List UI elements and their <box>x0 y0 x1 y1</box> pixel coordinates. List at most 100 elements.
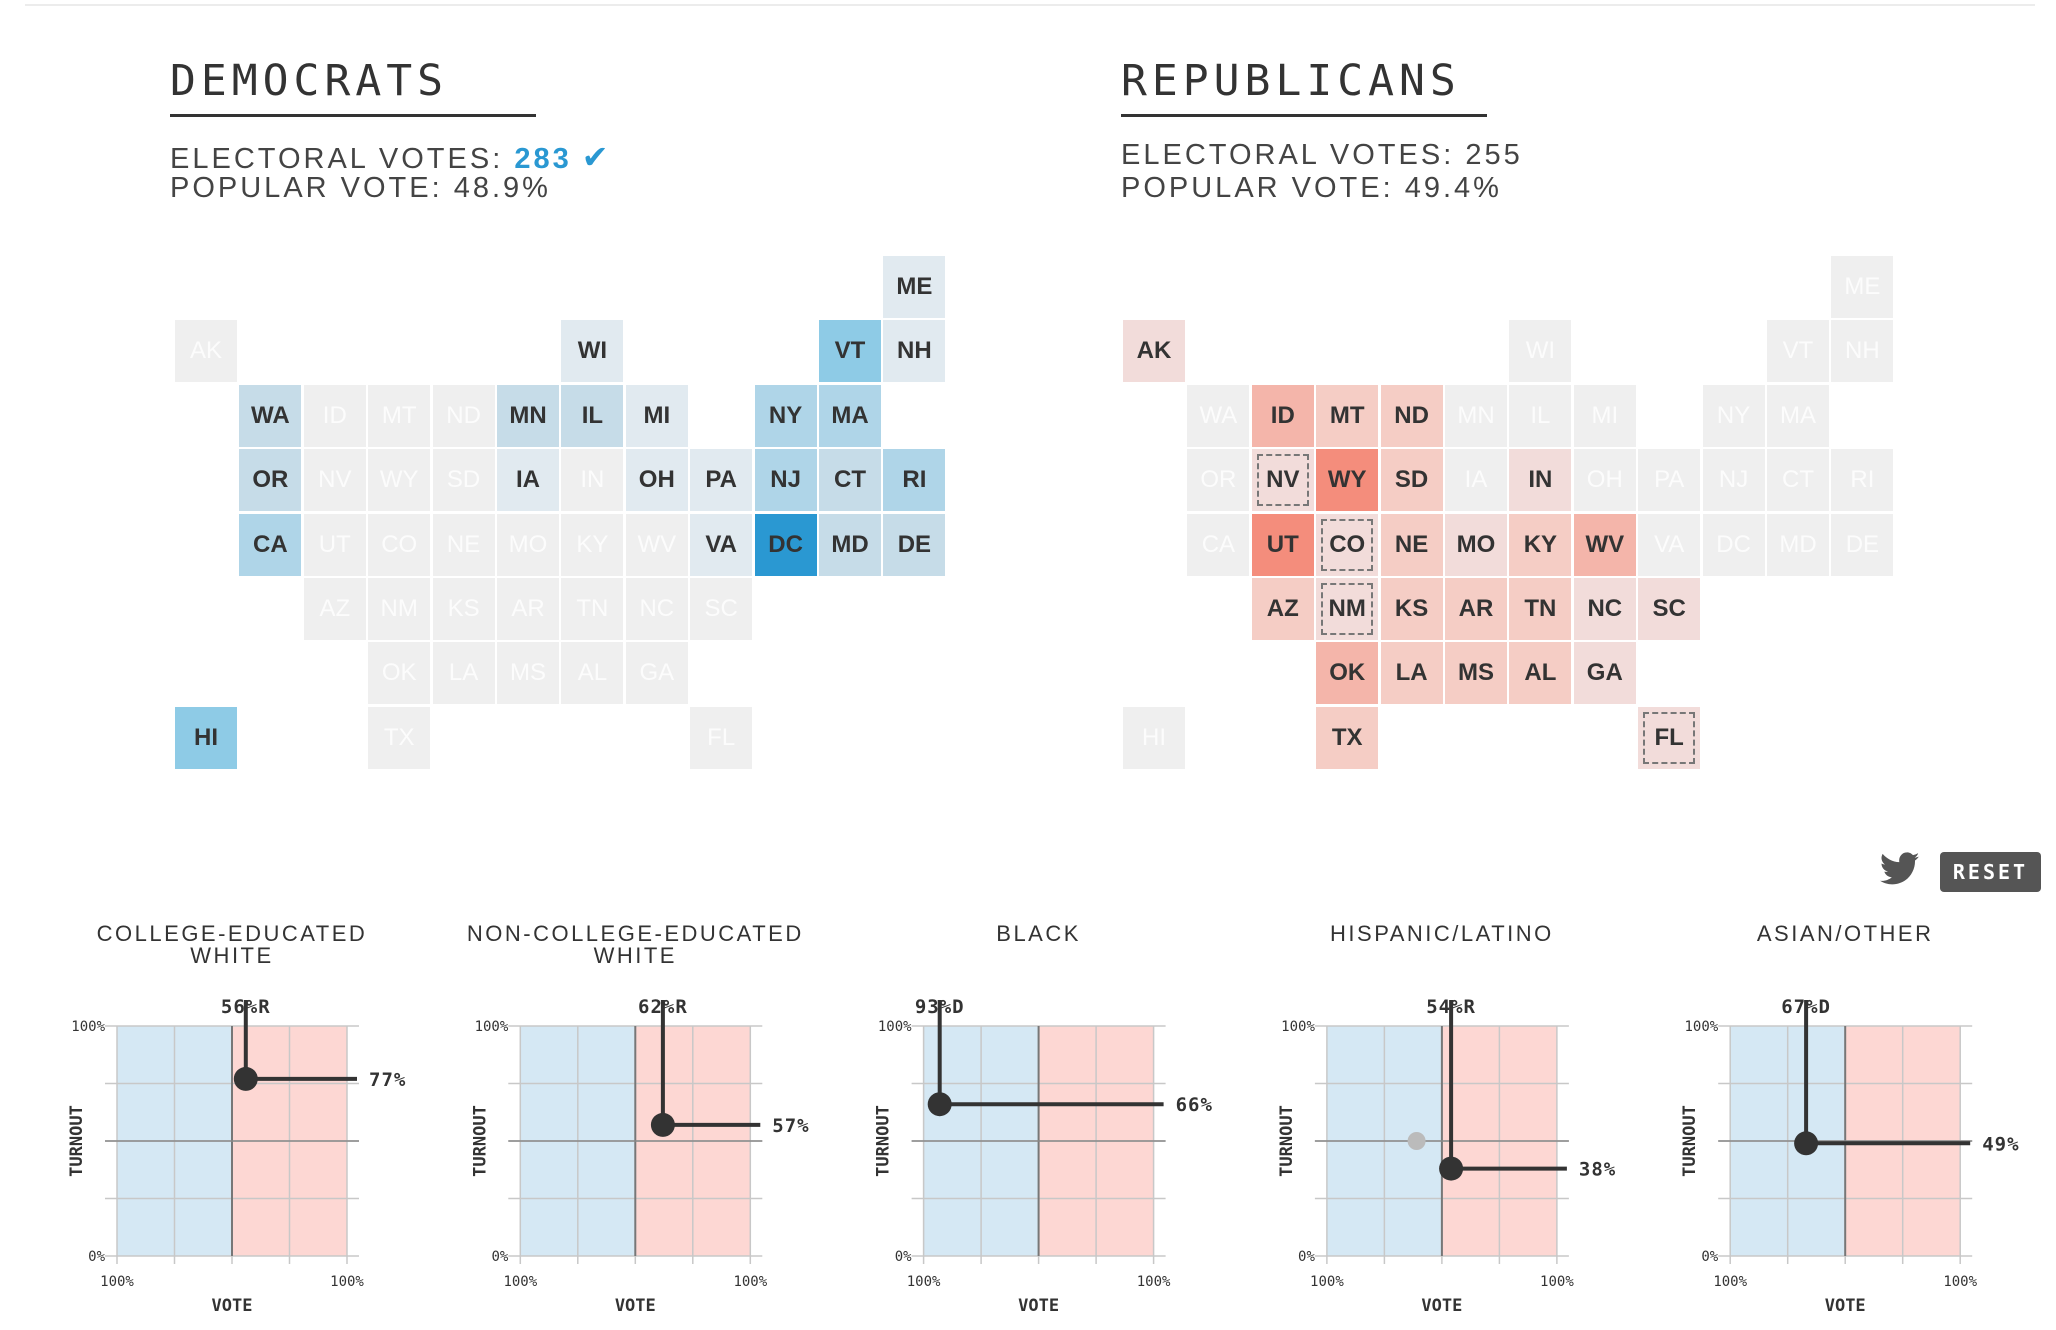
dem-state-tile-ia[interactable]: IA <box>497 449 559 512</box>
dem-state-tile-ct[interactable]: CT <box>819 449 881 512</box>
dem-state-tile-ky[interactable]: KY <box>561 513 624 576</box>
dem-state-tile-ok[interactable]: OK <box>368 642 431 705</box>
rep-state-tile-ky[interactable]: KY <box>1509 513 1572 576</box>
rep-state-tile-nc[interactable]: NC <box>1573 578 1636 640</box>
rep-state-tile-nv[interactable]: NV <box>1251 449 1314 512</box>
dem-state-tile-oh[interactable]: OH <box>625 449 688 512</box>
rep-state-tile-fl[interactable]: FL <box>1638 706 1701 769</box>
rep-state-tile-mo[interactable]: MO <box>1445 513 1507 576</box>
dem-state-tile-la[interactable]: LA <box>432 642 495 705</box>
rep-state-tile-co[interactable]: CO <box>1316 513 1379 576</box>
dem-state-tile-al[interactable]: AL <box>561 642 624 705</box>
dem-state-tile-pa[interactable]: PA <box>690 449 753 512</box>
dem-state-tile-or[interactable]: OR <box>239 449 302 512</box>
dem-state-tile-de[interactable]: DE <box>883 513 946 576</box>
rep-state-tile-al[interactable]: AL <box>1509 642 1572 705</box>
dem-state-tile-ms[interactable]: MS <box>497 642 559 705</box>
rep-state-tile-ut[interactable]: UT <box>1251 513 1314 576</box>
dem-state-tile-va[interactable]: VA <box>690 513 753 576</box>
rep-state-tile-tx[interactable]: TX <box>1316 706 1379 769</box>
rep-state-tile-nm[interactable]: NM <box>1316 578 1379 640</box>
dem-state-tile-sd[interactable]: SD <box>432 449 495 512</box>
dem-state-tile-nh[interactable]: NH <box>883 320 946 383</box>
rep-state-tile-mi[interactable]: MI <box>1573 384 1636 447</box>
rep-state-tile-nd[interactable]: ND <box>1380 384 1443 447</box>
rep-state-tile-ok[interactable]: OK <box>1316 642 1379 705</box>
dem-state-tile-sc[interactable]: SC <box>690 578 753 640</box>
rep-state-tile-wv[interactable]: WV <box>1573 513 1636 576</box>
dem-state-tile-ga[interactable]: GA <box>625 642 688 705</box>
dem-state-tile-nc[interactable]: NC <box>625 578 688 640</box>
dem-state-tile-ak[interactable]: AK <box>175 320 237 383</box>
rep-state-tile-oh[interactable]: OH <box>1573 449 1636 512</box>
rep-state-tile-ms[interactable]: MS <box>1445 642 1507 705</box>
rep-state-tile-tn[interactable]: TN <box>1509 578 1572 640</box>
rep-state-tile-mn[interactable]: MN <box>1445 384 1507 447</box>
rep-state-tile-ar[interactable]: AR <box>1445 578 1507 640</box>
rep-state-tile-id[interactable]: ID <box>1251 384 1314 447</box>
dem-state-tile-ny[interactable]: NY <box>754 384 817 447</box>
rep-state-tile-vt[interactable]: VT <box>1767 320 1829 383</box>
reset-button[interactable]: RESET <box>1940 852 2041 892</box>
dem-state-tile-id[interactable]: ID <box>303 384 366 447</box>
rep-state-tile-or[interactable]: OR <box>1187 449 1250 512</box>
rep-state-tile-de[interactable]: DE <box>1831 513 1894 576</box>
dem-state-tile-ks[interactable]: KS <box>432 578 495 640</box>
dem-state-tile-nd[interactable]: ND <box>432 384 495 447</box>
dem-state-tile-mo[interactable]: MO <box>497 513 559 576</box>
dem-state-tile-mt[interactable]: MT <box>368 384 431 447</box>
rep-state-tile-md[interactable]: MD <box>1767 513 1829 576</box>
rep-state-tile-ks[interactable]: KS <box>1380 578 1443 640</box>
rep-state-tile-va[interactable]: VA <box>1638 513 1701 576</box>
rep-state-tile-me[interactable]: ME <box>1831 256 1894 318</box>
dem-state-tile-wa[interactable]: WA <box>239 384 302 447</box>
rep-state-tile-wa[interactable]: WA <box>1187 384 1250 447</box>
dem-state-tile-mn[interactable]: MN <box>497 384 559 447</box>
rep-state-tile-il[interactable]: IL <box>1509 384 1572 447</box>
rep-state-tile-sc[interactable]: SC <box>1638 578 1701 640</box>
dem-state-tile-il[interactable]: IL <box>561 384 624 447</box>
dem-state-tile-hi[interactable]: HI <box>175 706 237 769</box>
dem-state-tile-ar[interactable]: AR <box>497 578 559 640</box>
dem-state-tile-me[interactable]: ME <box>883 256 946 318</box>
dem-state-tile-fl[interactable]: FL <box>690 706 753 769</box>
rep-state-tile-dc[interactable]: DC <box>1702 513 1765 576</box>
rep-state-tile-in[interactable]: IN <box>1509 449 1572 512</box>
twitter-icon[interactable] <box>1879 852 1920 886</box>
rep-state-tile-ak[interactable]: AK <box>1123 320 1185 383</box>
dem-state-tile-nv[interactable]: NV <box>303 449 366 512</box>
dem-state-tile-md[interactable]: MD <box>819 513 881 576</box>
dem-state-tile-wv[interactable]: WV <box>625 513 688 576</box>
rep-state-tile-ne[interactable]: NE <box>1380 513 1443 576</box>
rep-state-tile-nh[interactable]: NH <box>1831 320 1894 383</box>
dem-state-tile-ne[interactable]: NE <box>432 513 495 576</box>
rep-state-tile-az[interactable]: AZ <box>1251 578 1314 640</box>
rep-state-tile-ny[interactable]: NY <box>1702 384 1765 447</box>
rep-state-tile-ct[interactable]: CT <box>1767 449 1829 512</box>
dem-state-tile-ri[interactable]: RI <box>883 449 946 512</box>
rep-state-tile-sd[interactable]: SD <box>1380 449 1443 512</box>
dem-state-tile-az[interactable]: AZ <box>303 578 366 640</box>
dem-state-tile-ut[interactable]: UT <box>303 513 366 576</box>
rep-state-tile-wy[interactable]: WY <box>1316 449 1379 512</box>
dem-state-tile-vt[interactable]: VT <box>819 320 881 383</box>
dem-state-tile-co[interactable]: CO <box>368 513 431 576</box>
rep-state-tile-ca[interactable]: CA <box>1187 513 1250 576</box>
rep-state-tile-wi[interactable]: WI <box>1509 320 1572 383</box>
dem-state-tile-in[interactable]: IN <box>561 449 624 512</box>
rep-state-tile-ri[interactable]: RI <box>1831 449 1894 512</box>
dem-state-tile-wy[interactable]: WY <box>368 449 431 512</box>
dem-state-tile-mi[interactable]: MI <box>625 384 688 447</box>
rep-state-tile-ma[interactable]: MA <box>1767 384 1829 447</box>
rep-state-tile-mt[interactable]: MT <box>1316 384 1379 447</box>
rep-state-tile-la[interactable]: LA <box>1380 642 1443 705</box>
rep-state-tile-hi[interactable]: HI <box>1123 706 1185 769</box>
rep-state-tile-ga[interactable]: GA <box>1573 642 1636 705</box>
dem-state-tile-ca[interactable]: CA <box>239 513 302 576</box>
dem-state-tile-tn[interactable]: TN <box>561 578 624 640</box>
dem-state-tile-tx[interactable]: TX <box>368 706 431 769</box>
rep-state-tile-ia[interactable]: IA <box>1445 449 1507 512</box>
dem-state-tile-nj[interactable]: NJ <box>754 449 817 512</box>
dem-state-tile-ma[interactable]: MA <box>819 384 881 447</box>
rep-state-tile-nj[interactable]: NJ <box>1702 449 1765 512</box>
